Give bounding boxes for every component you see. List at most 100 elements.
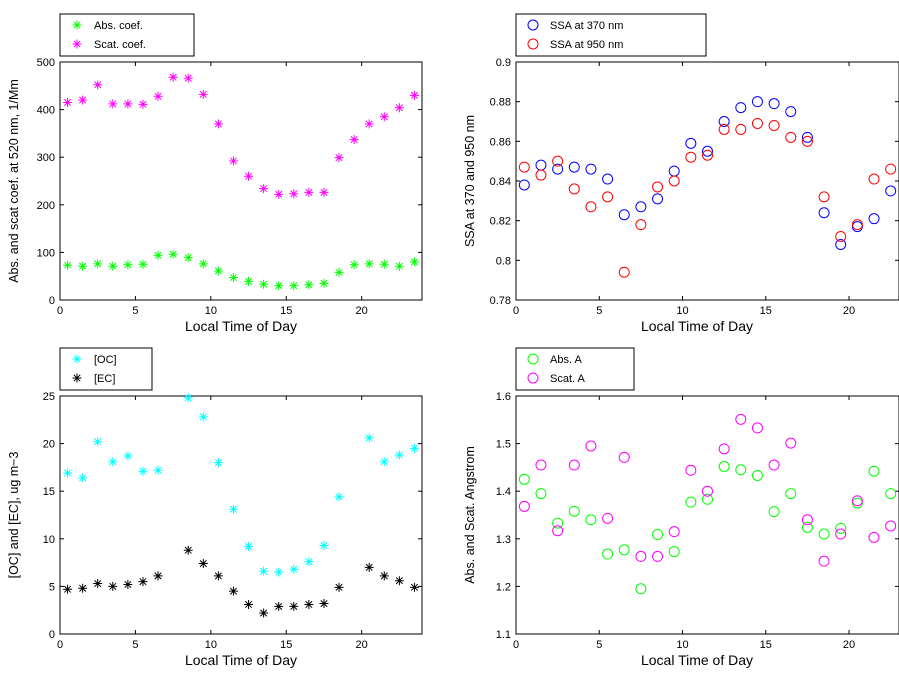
y-tick-label: 200 xyxy=(37,200,55,212)
data-point xyxy=(274,189,284,199)
data-point xyxy=(228,156,238,166)
data-point xyxy=(668,175,680,187)
data-point xyxy=(518,179,530,191)
data-point xyxy=(394,103,404,113)
data-point xyxy=(801,131,813,143)
legend-3: [OC] [EC] xyxy=(59,347,153,391)
data-point xyxy=(818,528,830,540)
data-point xyxy=(244,599,254,609)
y-tick-label: 1.3 xyxy=(496,534,511,546)
data-point xyxy=(349,260,359,270)
y-tick-label: 1.4 xyxy=(496,486,511,498)
data-point xyxy=(652,550,664,562)
data-point xyxy=(349,135,359,145)
y-tick-label: 0.84 xyxy=(490,176,511,188)
data-point xyxy=(123,260,133,270)
data-point xyxy=(409,443,419,453)
data-point xyxy=(801,521,813,533)
data-point xyxy=(801,135,813,147)
data-point xyxy=(785,106,797,118)
data-point xyxy=(198,89,208,99)
y-tick-label: 100 xyxy=(37,247,55,259)
data-point xyxy=(818,207,830,219)
y-tick-label: 400 xyxy=(37,105,55,117)
data-point xyxy=(851,219,863,231)
data-point xyxy=(702,145,713,157)
legend-box xyxy=(515,13,707,57)
x-tick-label: 0 xyxy=(513,639,519,651)
data-point xyxy=(244,541,254,551)
data-point xyxy=(602,548,614,560)
y-tick-label: 0.82 xyxy=(490,216,511,228)
plot-area xyxy=(59,61,423,301)
data-point xyxy=(652,181,664,193)
data-point xyxy=(289,564,299,574)
plot-area xyxy=(59,395,423,635)
data-point xyxy=(568,505,580,517)
data-point xyxy=(618,209,630,221)
series-2 xyxy=(63,545,419,618)
data-point xyxy=(93,80,103,90)
y-tick-label: 1.6 xyxy=(496,391,511,403)
data-point xyxy=(289,189,299,199)
data-point xyxy=(198,559,208,569)
data-point xyxy=(364,259,374,269)
data-point xyxy=(304,187,314,197)
x-axis-label: Local Time of Day xyxy=(185,318,297,334)
data-point xyxy=(751,469,763,481)
chart-panel-3: 0 5 10 15 20 0 5 10 15 20 25 Local Time of Day [OC] … xyxy=(7,391,423,668)
data-point xyxy=(289,281,299,291)
data-point xyxy=(168,249,178,259)
legend-marker xyxy=(527,38,539,50)
data-point xyxy=(78,95,88,105)
y-axis-label: SSA at 370 and 950 nm xyxy=(463,115,477,247)
data-point xyxy=(751,96,763,108)
data-point xyxy=(835,528,847,540)
y-axis-label: [OC] and [EC], ug m−3 xyxy=(7,452,21,579)
data-point xyxy=(552,517,564,529)
y-tick-label: 25 xyxy=(43,391,55,403)
data-point xyxy=(319,278,329,288)
data-point xyxy=(364,562,374,572)
data-point xyxy=(228,504,238,514)
data-point xyxy=(835,522,847,534)
y-tick-label: 0.8 xyxy=(496,255,511,267)
chart-panel-2: 0 5 10 15 20 0.78 0.8 0.82 0.84 0.86 0.88 0.9 Local … xyxy=(463,57,899,334)
data-point xyxy=(518,473,530,485)
legend-marker xyxy=(527,353,539,365)
data-point xyxy=(183,253,193,263)
data-point xyxy=(153,571,163,581)
y-tick-label: 0.9 xyxy=(496,57,511,69)
legend-marker xyxy=(72,354,82,364)
data-point xyxy=(785,437,797,449)
data-point xyxy=(885,163,897,175)
legend-label: [EC] xyxy=(94,373,115,385)
data-point xyxy=(785,488,797,500)
data-point xyxy=(751,117,763,129)
series-2 xyxy=(518,117,897,278)
data-point xyxy=(618,266,630,278)
data-point xyxy=(868,531,880,543)
data-point xyxy=(138,99,148,109)
data-point xyxy=(785,131,797,143)
data-point xyxy=(735,464,747,476)
data-point xyxy=(718,460,730,472)
y-tick-label: 0.78 xyxy=(490,295,511,307)
data-point xyxy=(635,201,647,213)
data-point xyxy=(63,468,73,478)
data-point xyxy=(702,493,713,505)
data-point xyxy=(768,98,780,110)
x-tick-label: 10 xyxy=(205,639,217,651)
data-point xyxy=(364,119,374,129)
data-point xyxy=(868,465,880,477)
legend-marker xyxy=(527,372,539,384)
x-tick-label: 5 xyxy=(596,639,602,651)
data-point xyxy=(394,450,404,460)
x-tick-label: 15 xyxy=(760,305,772,317)
data-point xyxy=(851,497,863,509)
data-point xyxy=(394,576,404,586)
y-tick-label: 300 xyxy=(37,152,55,164)
y-tick-label: 1.2 xyxy=(496,581,511,593)
data-point xyxy=(868,173,880,185)
x-axis-label: Local Time of Day xyxy=(641,652,753,668)
